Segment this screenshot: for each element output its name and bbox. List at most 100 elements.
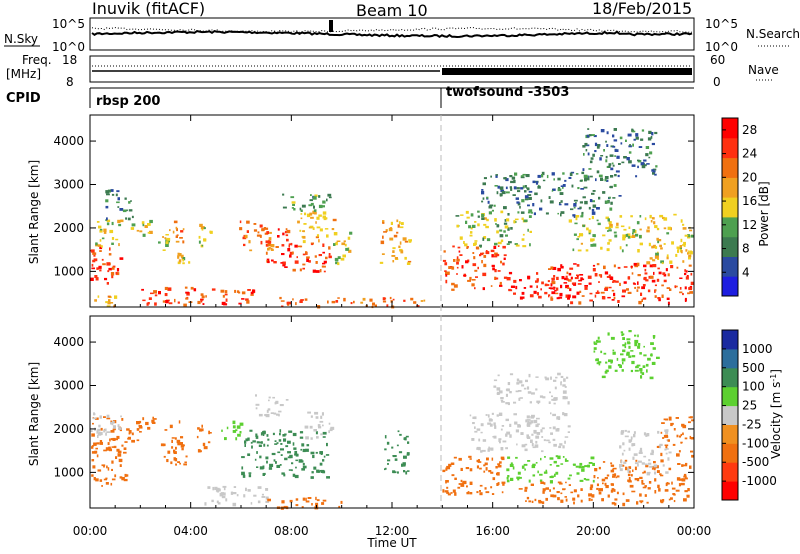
heatmap-cell [236,425,241,429]
heatmap-cell [660,260,664,264]
heatmap-cell [580,242,583,245]
heatmap-cell [628,477,631,481]
heatmap-cell [398,221,401,225]
heatmap-cell [672,422,674,425]
heatmap-cell [521,465,525,469]
heatmap-cell [557,497,560,501]
heatmap-cell [474,221,477,223]
heatmap-cell [272,432,275,436]
heatmap-cell [581,211,584,214]
heatmap-cell [514,421,518,425]
heatmap-cell [642,486,647,489]
heatmap-cell [472,422,475,425]
heatmap-cell [502,440,507,443]
heatmap-cell [280,443,283,445]
heatmap-cell [216,500,219,503]
heatmap-cell [532,203,535,207]
y-tick-label: 2000 [53,221,84,235]
heatmap-cell [482,237,485,241]
heatmap-cell [639,352,642,355]
heatmap-cell [589,292,593,295]
heatmap-cell [505,433,508,437]
heatmap-cell [301,204,306,208]
heatmap-cell [659,443,663,446]
heatmap-cell [109,438,111,442]
heatmap-cell [164,429,168,431]
heatmap-cell [558,203,562,206]
x-tick-label: 16:00 [475,524,510,538]
heatmap-cell [646,229,650,233]
heatmap-cell [147,223,151,226]
heatmap-cell [99,479,103,482]
heatmap-cell [175,463,177,466]
heatmap-cell [302,263,306,266]
heatmap-cell [284,433,287,436]
heatmap-cell [223,487,226,491]
heatmap-cell [266,260,268,263]
heatmap-cell [114,474,117,478]
heatmap-cell [121,444,124,447]
heatmap-cell [112,437,116,441]
heatmap-cell [631,128,634,132]
heatmap-cell [263,472,266,475]
heatmap-cell [326,476,330,479]
noise-lines [91,20,693,39]
heatmap-cell [106,262,111,266]
heatmap-cell [685,462,688,465]
heatmap-cell [627,468,630,472]
heatmap-cell [141,288,144,291]
heatmap-cell [527,211,531,214]
heatmap-cell [343,240,346,243]
heatmap-cell [198,235,201,239]
heatmap-cell [452,489,456,493]
heatmap-cell [628,480,632,483]
heatmap-cell [212,486,215,491]
heatmap-cell [559,482,563,485]
heatmap-cell [521,296,525,299]
heatmap-cell [569,267,574,270]
heatmap-cell [610,462,613,465]
heatmap-cell [522,233,525,236]
heatmap-cell [689,291,693,294]
heatmap-cell [603,149,605,152]
heatmap-cell [469,481,473,485]
heatmap-cell [101,245,103,248]
heatmap-cell [619,445,622,449]
heatmap-cell [101,237,105,240]
heatmap-cell [486,197,489,200]
heatmap-cell [526,419,531,421]
heatmap-cell [576,274,580,277]
heatmap-cell [315,236,319,239]
heatmap-cell [551,190,554,192]
heatmap-cell [270,412,274,414]
heatmap-cell [474,240,478,242]
heatmap-cell [605,200,609,204]
heatmap-cell [399,241,402,245]
heatmap-cell [651,142,655,146]
heatmap-cell [639,242,643,246]
heatmap-cell [499,234,504,238]
heatmap-cell [335,241,338,246]
heatmap-cell [496,230,499,234]
heatmap-cell [518,397,521,401]
heatmap-cell [406,470,410,472]
heatmap-cell [688,416,693,419]
heatmap-cell [568,219,572,223]
heatmap-cell [110,272,115,276]
heatmap-cell [519,380,523,384]
heatmap-cell [608,239,612,242]
heatmap-cell [562,396,565,398]
heatmap-cell [669,227,672,231]
heatmap-cell [203,227,206,230]
heatmap-cell [565,294,568,298]
heatmap-cell [127,436,131,440]
heatmap-cell [246,220,250,224]
heatmap-cell [494,242,498,246]
heatmap-cell [594,294,597,298]
heatmap-cell [566,376,569,379]
heatmap-cell [497,185,500,189]
heatmap-cell [116,268,120,272]
heatmap-cell [526,422,529,425]
heatmap-cell [691,419,695,422]
heatmap-cell [540,481,544,484]
